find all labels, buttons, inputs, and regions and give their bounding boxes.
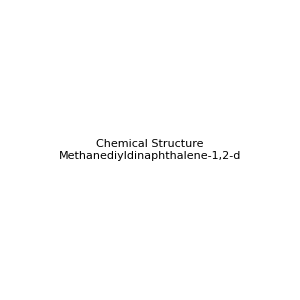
Text: Chemical Structure
Methanediyldinaphthalene-1,2-d: Chemical Structure Methanediyldinaphthal…	[59, 139, 241, 161]
